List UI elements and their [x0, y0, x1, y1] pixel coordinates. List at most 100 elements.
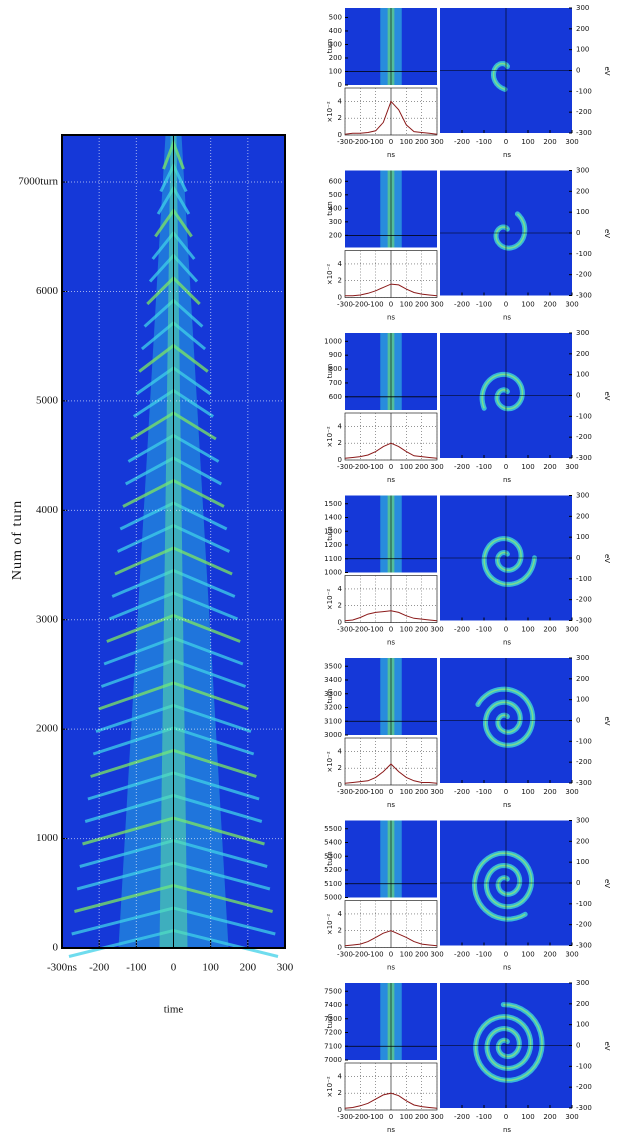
x-tick-label: 300 [565, 463, 578, 471]
x-tick-label: 300 [430, 626, 443, 634]
y-tick-label: 200 [576, 350, 589, 358]
y-tick-label: 7200 [324, 1029, 342, 1037]
y-tick-label: 300 [576, 654, 589, 662]
y-tick-label: 3000 [324, 731, 342, 739]
y-tick-label: -200 [576, 758, 592, 766]
y-tick-label: 200 [576, 675, 589, 683]
x-tick-label: 200 [415, 463, 428, 471]
y-tick-label: 2 [338, 602, 342, 610]
y-tick-label: 0 [576, 717, 580, 725]
x-axis-label: ns [387, 964, 395, 972]
x-tick-label: 100 [400, 788, 413, 796]
y-tick-label: 400 [329, 27, 342, 35]
y-tick-label: 1000 [324, 337, 342, 345]
x-axis-label: ns [387, 1126, 395, 1134]
x-tick-label: 100 [400, 1113, 413, 1121]
y-tick-label: 700 [329, 379, 342, 387]
x-tick-label: 0 [504, 788, 508, 796]
x-tick-label: 100 [521, 463, 534, 471]
x-tick-label: 200 [543, 951, 556, 959]
y-tick-label: 100 [576, 858, 589, 866]
x-tick-label: 300 [430, 301, 443, 309]
y-axis-label: eV [603, 391, 611, 400]
y-tick-label: 300 [576, 817, 589, 825]
y-tick-label: 0 [338, 294, 342, 302]
y-tick-label: 4 [338, 747, 343, 755]
y-axis-label: ×10⁻² [326, 751, 334, 772]
x-tick-label: -200 [454, 463, 470, 471]
x-tick-label: 100 [521, 951, 534, 959]
y-tick-label: 100 [576, 1021, 589, 1029]
y-axis-label: Num of turn [10, 500, 25, 580]
y-tick-label: 600 [329, 393, 342, 401]
y-tick-label: 400 [329, 204, 342, 212]
x-tick-label: 300 [430, 463, 443, 471]
y-tick-label: 4 [338, 585, 343, 593]
y-tick-label: -100 [576, 575, 592, 583]
y-tick-label: -100 [576, 250, 592, 258]
x-axis-label: ns [387, 476, 395, 484]
y-tick-label: -300 [576, 942, 592, 950]
x-tick-label: 0 [389, 788, 393, 796]
x-tick-label: -100 [368, 463, 384, 471]
x-axis-label: ns [503, 801, 511, 809]
x-tick-label: -100 [476, 1113, 492, 1121]
x-tick-label: -200 [454, 301, 470, 309]
y-tick-label: 100 [576, 371, 589, 379]
y-axis-label: turn [326, 201, 334, 215]
y-tick-label: 200 [576, 512, 589, 520]
y-axis-label: turn [326, 364, 334, 378]
y-tick-label: 7500 [324, 987, 342, 995]
y-tick-label: 6000 [36, 285, 59, 297]
x-tick-label: 300 [430, 951, 443, 959]
y-axis-label: turn [326, 689, 334, 703]
x-axis-label: ns [387, 314, 395, 322]
y-tick-label: 5500 [324, 825, 342, 833]
x-tick-label: 200 [543, 1113, 556, 1121]
y-tick-label: 4 [338, 422, 343, 430]
y-tick-label: 0 [338, 131, 342, 139]
x-tick-label: -100 [368, 626, 384, 634]
y-tick-label: 1400 [324, 514, 342, 522]
y-tick-label: 1000 [36, 832, 59, 844]
x-tick-label: 100 [400, 626, 413, 634]
x-tick-label: -200 [352, 951, 368, 959]
profile-line [344, 610, 438, 622]
y-tick-label: 7300 [324, 1015, 342, 1023]
x-tick-label: 0 [504, 463, 508, 471]
x-tick-label: -300 [337, 1113, 353, 1121]
phase-feature [492, 62, 509, 91]
y-tick-label: 1300 [324, 527, 342, 535]
y-axis-label: eV [603, 554, 611, 563]
x-tick-label: -300 [337, 301, 353, 309]
x-tick-label: 200 [415, 626, 428, 634]
y-tick-label: 200 [576, 837, 589, 845]
x-tick-label: -100 [368, 1113, 384, 1121]
profile-line [344, 100, 438, 135]
x-tick-label: 200 [415, 138, 428, 146]
y-axis-label: ×10⁻² [326, 264, 334, 285]
y-axis-label: eV [603, 1041, 611, 1050]
x-axis-label: ns [503, 476, 511, 484]
x-tick-label: 200 [543, 788, 556, 796]
y-tick-label: 100 [576, 696, 589, 704]
y-tick-label: 300 [576, 979, 589, 987]
profile-line [344, 763, 438, 784]
y-tick-label: 4000 [36, 504, 59, 516]
x-tick-label: 300 [430, 788, 443, 796]
y-axis-label: turn [326, 39, 334, 53]
y-tick-label: 3100 [324, 717, 342, 725]
x-tick-label: -200 [352, 138, 368, 146]
y-tick-label: -200 [576, 271, 592, 279]
x-axis-label: ns [387, 151, 395, 159]
y-tick-label: 3500 [324, 662, 342, 670]
y-tick-label: 200 [576, 187, 589, 195]
y-tick-label: 5400 [324, 839, 342, 847]
x-tick-label: 100 [521, 626, 534, 634]
x-axis-label: ns [503, 639, 511, 647]
y-tick-label: 0 [576, 229, 580, 237]
y-tick-label: 0 [576, 554, 580, 562]
x-tick-label: 0 [389, 1113, 393, 1121]
y-tick-label: 7000turn [18, 176, 58, 188]
x-tick-label: 0 [389, 138, 393, 146]
